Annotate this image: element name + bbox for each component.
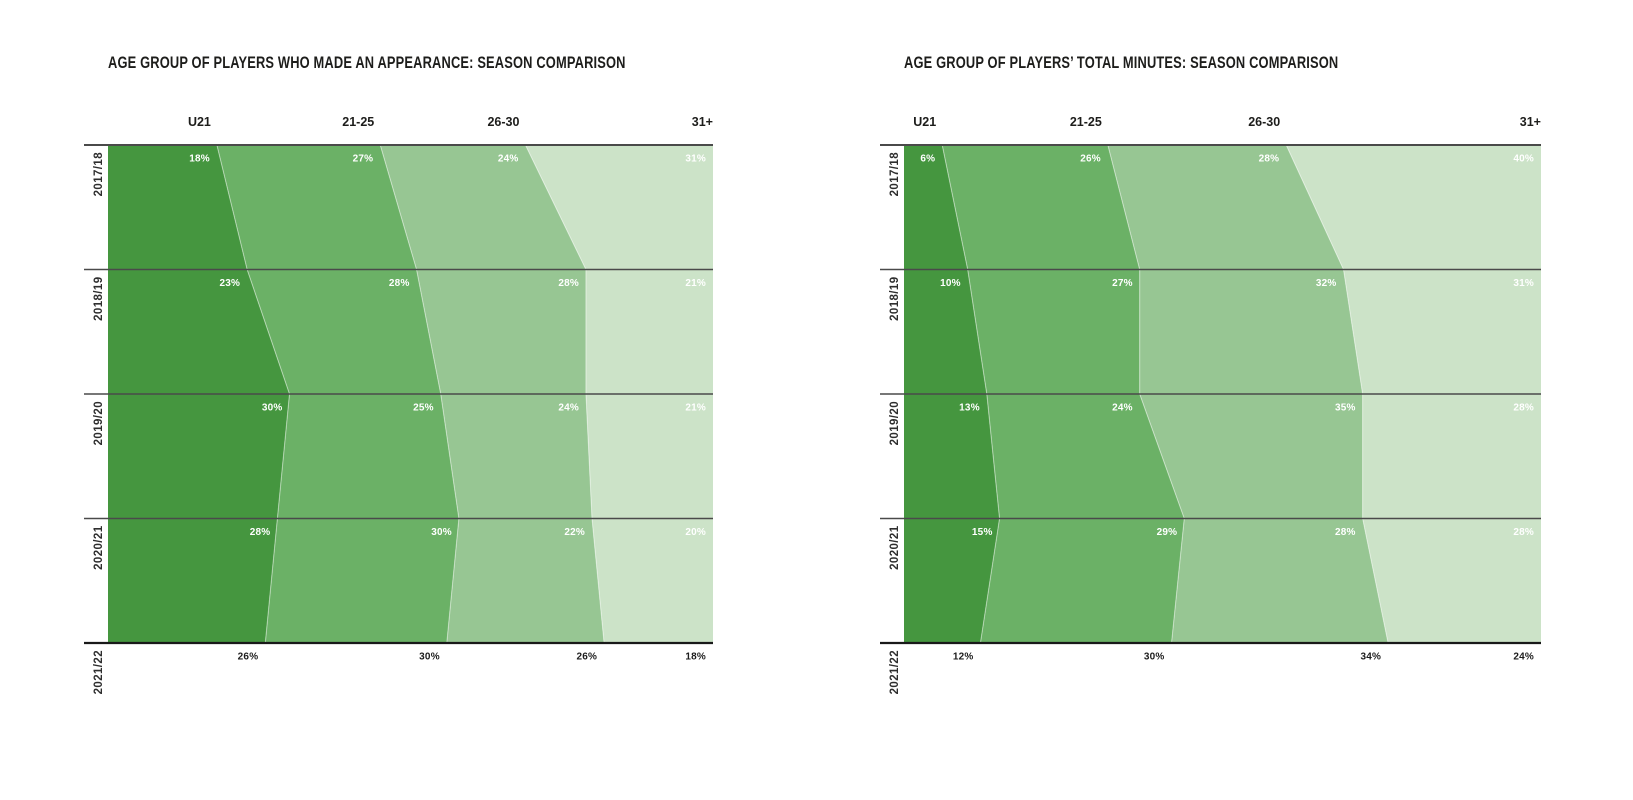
season-label: 2017/18 [889, 152, 901, 197]
appearance-chart-title: AGE GROUP OF PLAYERS WHO MADE AN APPEARA… [108, 54, 626, 72]
value-label: 34% [1360, 652, 1381, 663]
value-label: 25% [413, 403, 434, 414]
value-label: 13% [959, 403, 980, 414]
value-label: 29% [1157, 527, 1178, 538]
minutes-chart-canvas: U21 21-25 26-30 31+ 2017/18 2018/19 2019/20 202… [880, 115, 1541, 694]
value-label: 28% [1259, 154, 1280, 165]
value-label: 26% [238, 652, 259, 663]
season-label: 2020/21 [93, 525, 105, 570]
value-label: 27% [353, 154, 374, 165]
minutes-chart-title: AGE GROUP OF PLAYERS’ TOTAL MINUTES: SEA… [904, 54, 1339, 72]
value-label: 20% [685, 527, 706, 538]
value-label: 35% [1335, 403, 1356, 414]
value-label: 28% [558, 278, 579, 289]
value-label: 30% [431, 527, 452, 538]
value-label: 32% [1316, 278, 1337, 289]
minutes-chart: AGE GROUP OF PLAYERS’ TOTAL MINUTES: SEA… [816, 0, 1633, 800]
value-label: 28% [389, 278, 410, 289]
value-label: 31% [1513, 278, 1534, 289]
season-label: 2017/18 [93, 152, 105, 197]
season-label: 2020/21 [889, 525, 901, 570]
appearance-chart-canvas: U21 21-25 26-30 31+ 2017/18 2018/19 2019/20 202… [84, 115, 713, 694]
season-label: 2018/19 [93, 277, 105, 321]
column-header-31-: 31+ [692, 115, 713, 129]
value-label: 24% [558, 403, 579, 414]
column-header-26-30: 26-30 [487, 115, 519, 129]
value-label: 23% [220, 278, 241, 289]
column-header-u21: U21 [913, 115, 936, 129]
season-label: 2021/22 [889, 650, 901, 694]
value-label: 28% [1335, 527, 1356, 538]
value-label: 26% [1080, 154, 1101, 165]
value-label: 21% [685, 403, 706, 414]
value-label: 21% [685, 278, 706, 289]
season-label: 2018/19 [889, 277, 901, 321]
season-label: 2019/20 [889, 401, 901, 445]
column-header-21-25: 21-25 [1070, 115, 1102, 129]
column-header-31-: 31+ [1520, 115, 1541, 129]
value-label: 31% [685, 154, 706, 165]
value-label: 24% [1513, 652, 1534, 663]
value-label: 15% [972, 527, 993, 538]
value-label: 22% [564, 527, 585, 538]
value-label: 24% [1112, 403, 1133, 414]
value-label: 26% [576, 652, 597, 663]
value-label: 24% [498, 154, 519, 165]
value-label: 28% [1513, 403, 1534, 414]
column-header-u21: U21 [188, 115, 211, 129]
value-label: 30% [262, 403, 283, 414]
value-label: 40% [1513, 154, 1534, 165]
value-label: 12% [953, 652, 974, 663]
value-label: 10% [940, 278, 961, 289]
value-label: 30% [419, 652, 440, 663]
value-label: 28% [250, 527, 271, 538]
value-label: 6% [920, 154, 935, 165]
value-label: 28% [1513, 527, 1534, 538]
value-label: 18% [685, 652, 706, 663]
value-label: 18% [189, 154, 210, 165]
value-label: 30% [1144, 652, 1165, 663]
value-label: 27% [1112, 278, 1133, 289]
season-label: 2019/20 [93, 401, 105, 445]
appearance-chart: AGE GROUP OF PLAYERS WHO MADE AN APPEARA… [0, 0, 816, 800]
column-header-26-30: 26-30 [1248, 115, 1280, 129]
column-header-21-25: 21-25 [342, 115, 374, 129]
season-label: 2021/22 [93, 650, 105, 694]
